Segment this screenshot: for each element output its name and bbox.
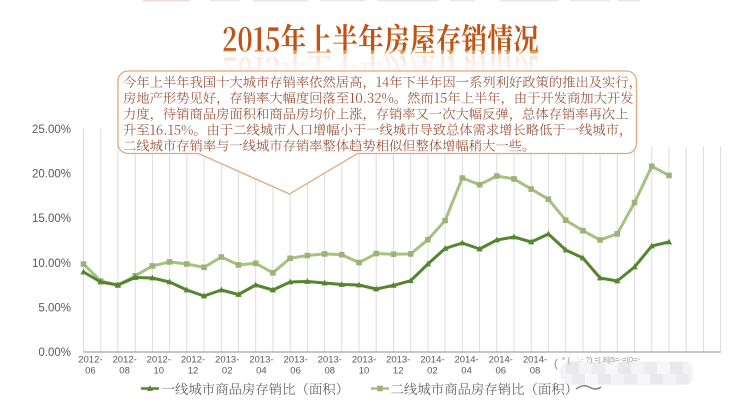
svg-text:04: 04 (256, 366, 267, 377)
svg-text:10: 10 (154, 366, 165, 377)
svg-text:2014-: 2014- (523, 355, 547, 366)
svg-text:08: 08 (119, 366, 130, 377)
svg-text:0.00%: 0.00% (38, 347, 71, 359)
svg-text:2014-: 2014- (454, 355, 478, 366)
svg-text:2012-: 2012- (112, 355, 136, 366)
svg-text:2014-: 2014- (489, 355, 513, 366)
svg-text:12: 12 (188, 366, 199, 377)
svg-text:15.00%: 15.00% (32, 213, 71, 225)
svg-text:* (: * ( (562, 356, 570, 365)
svg-text:2013-: 2013- (215, 355, 239, 366)
svg-text:06: 06 (85, 366, 96, 377)
svg-text:08: 08 (530, 366, 541, 377)
svg-text:10: 10 (359, 366, 370, 377)
svg-text:02: 02 (427, 366, 438, 377)
svg-text:2013-: 2013- (249, 355, 273, 366)
svg-text::.- ?) =| 8||5=-=(0=-: :.- ?) =| 8||5=-=(0=- (577, 355, 640, 364)
svg-text:2014-: 2014- (420, 355, 444, 366)
svg-text:2013-: 2013- (283, 355, 307, 366)
svg-text:04: 04 (461, 366, 472, 377)
svg-text:10.00%: 10.00% (32, 258, 71, 270)
svg-text:2012-: 2012- (147, 355, 171, 366)
svg-text:2013-: 2013- (352, 355, 376, 366)
svg-text:08: 08 (325, 366, 336, 377)
svg-text:02: 02 (222, 366, 233, 377)
svg-text:06: 06 (496, 366, 507, 377)
svg-text:2012-: 2012- (78, 355, 102, 366)
svg-text:25.00%: 25.00% (32, 124, 71, 136)
svg-text:2013-: 2013- (386, 355, 410, 366)
svg-text:20.00%: 20.00% (32, 169, 71, 181)
svg-text:2013-: 2013- (318, 355, 342, 366)
svg-text:5.00%: 5.00% (38, 302, 71, 314)
svg-text:(: ( (554, 358, 558, 370)
svg-text:12: 12 (393, 366, 404, 377)
svg-text:06: 06 (290, 366, 301, 377)
svg-text:2012-: 2012- (181, 355, 205, 366)
